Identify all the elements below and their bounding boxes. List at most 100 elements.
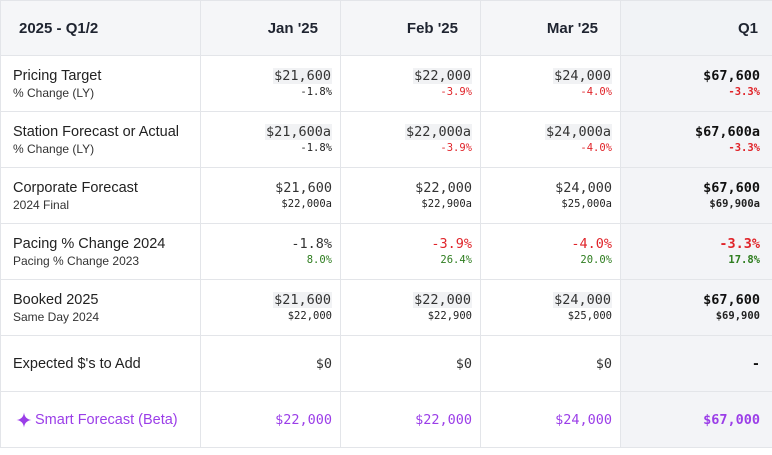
value-cell[interactable]: $21,600 $22,000a [200,167,341,224]
row-label-cell: Expected $'s to Add [0,335,201,392]
smart-forecast-label-cell[interactable]: Smart Forecast (Beta) [0,391,201,448]
value-cell[interactable]: $21,600 $22,000 [200,279,341,336]
column-header-q1[interactable]: Q1 [620,0,772,56]
subvalue: -3.9% [440,86,472,98]
smart-value: $22,000 [275,411,332,428]
value: $0 [595,355,612,372]
row-sublabel: Pacing % Change 2023 [13,253,140,268]
value: $22,000a [404,124,472,140]
value-cell[interactable]: $21,600a -1.8% [200,111,341,168]
period-header[interactable]: 2025 - Q1/2 [0,0,201,56]
value-cell[interactable]: $24,000 -4.0% [480,55,621,112]
value-cell: $22,000 [200,391,341,448]
value-cell[interactable]: $24,000 $25,000a [480,167,621,224]
total-subvalue: -3.3% [728,86,760,98]
row-label: Pricing Target [13,67,102,84]
subvalue: -1.8% [300,142,332,154]
value: $24,000 [555,180,612,196]
value: $21,600 [273,68,332,84]
subvalue: -3.9% [440,142,472,154]
total-value: - [751,355,760,372]
smart-forecast-label: Smart Forecast (Beta) [35,411,178,428]
row-label-cell: Booked 2025 Same Day 2024 [0,279,201,336]
total-cell: $67,600 -3.3% [620,55,772,112]
subvalue: $22,000 [287,310,332,322]
value-cell[interactable]: $22,000 -3.9% [340,55,481,112]
value-cell[interactable]: $22,000 $22,900 [340,279,481,336]
column-header-feb[interactable]: Feb '25 [340,0,481,56]
subvalue: -4.0% [580,142,612,154]
value: $22,000 [413,292,472,308]
row-sublabel: % Change (LY) [13,141,95,156]
total-value: $67,600 [703,180,760,196]
subvalue: -4.0% [580,86,612,98]
smart-total-value: $67,000 [703,411,760,428]
total-subvalue: $69,900 [715,310,760,322]
value: $24,000a [544,124,612,140]
value-cell[interactable]: $0 [200,335,341,392]
total-subvalue: -3.3% [728,142,760,154]
value-cell[interactable]: $21,600 -1.8% [200,55,341,112]
value-cell: $22,000 [340,391,481,448]
value-cell[interactable]: $0 [480,335,621,392]
row-corporate-forecast: Corporate Forecast 2024 Final $21,600 $2… [0,167,772,224]
value: $0 [455,355,472,372]
row-booked: Booked 2025 Same Day 2024 $21,600 $22,00… [0,279,772,336]
row-station-forecast: Station Forecast or Actual % Change (LY)… [0,111,772,168]
value-cell[interactable]: $22,000a -3.9% [340,111,481,168]
value: -1.8% [291,236,332,252]
row-pricing-target: Pricing Target % Change (LY) $21,600 -1.… [0,55,772,112]
total-cell: - [620,335,772,392]
total-subvalue: 17.8% [728,254,760,266]
subvalue: $25,000a [561,198,612,210]
value: $0 [315,355,332,372]
subvalue: $22,000a [281,198,332,210]
subvalue: $25,000 [567,310,612,322]
value: $24,000 [553,68,612,84]
value: -3.9% [431,236,472,252]
total-cell: $67,600 $69,900 [620,279,772,336]
subvalue: 8.0% [306,254,332,266]
row-label-cell: Corporate Forecast 2024 Final [0,167,201,224]
total-cell: $67,600a -3.3% [620,111,772,168]
subvalue: $22,900 [427,310,472,322]
row-label: Booked 2025 [13,291,99,308]
value: $21,600a [264,124,332,140]
column-header-jan[interactable]: Jan '25 [200,0,341,56]
row-label-cell: Pacing % Change 2024 Pacing % Change 202… [0,223,201,280]
value-cell[interactable]: $24,000a -4.0% [480,111,621,168]
row-pacing-change: Pacing % Change 2024 Pacing % Change 202… [0,223,772,280]
smart-value: $24,000 [555,411,612,428]
row-label: Station Forecast or Actual [13,123,180,140]
row-expected-to-add: Expected $'s to Add $0 $0 $0 - [0,335,772,392]
value-cell: -4.0% 20.0% [480,223,621,280]
total-value: $67,600 [703,68,760,84]
subvalue: 26.4% [440,254,472,266]
row-label-cell: Station Forecast or Actual % Change (LY) [0,111,201,168]
value-cell: $24,000 [480,391,621,448]
total-subvalue: $69,900a [709,198,760,210]
row-label-cell: Pricing Target % Change (LY) [0,55,201,112]
total-cell: $67,000 [620,391,772,448]
total-value: -3.3% [719,236,760,252]
total-value: $67,600 [703,292,760,308]
value-cell[interactable]: $24,000 $25,000 [480,279,621,336]
value-cell: -1.8% 8.0% [200,223,341,280]
value-cell: -3.9% 26.4% [340,223,481,280]
row-sublabel: 2024 Final [13,197,70,212]
value-cell[interactable]: $22,000 $22,900a [340,167,481,224]
row-label: Expected $'s to Add [13,355,141,372]
row-label: Pacing % Change 2024 [13,235,166,252]
row-smart-forecast: Smart Forecast (Beta) $22,000 $22,000 $2… [0,391,772,448]
value: -4.0% [571,236,612,252]
value: $21,600 [275,180,332,196]
header-row: 2025 - Q1/2 Jan '25 Feb '25 Mar '25 Q1 [0,0,772,56]
column-header-mar[interactable]: Mar '25 [480,0,621,56]
smart-value: $22,000 [415,411,472,428]
subvalue: 20.0% [580,254,612,266]
sparkle-icon [16,412,32,427]
row-sublabel: % Change (LY) [13,85,95,100]
row-sublabel: Same Day 2024 [13,309,100,324]
value-cell[interactable]: $0 [340,335,481,392]
